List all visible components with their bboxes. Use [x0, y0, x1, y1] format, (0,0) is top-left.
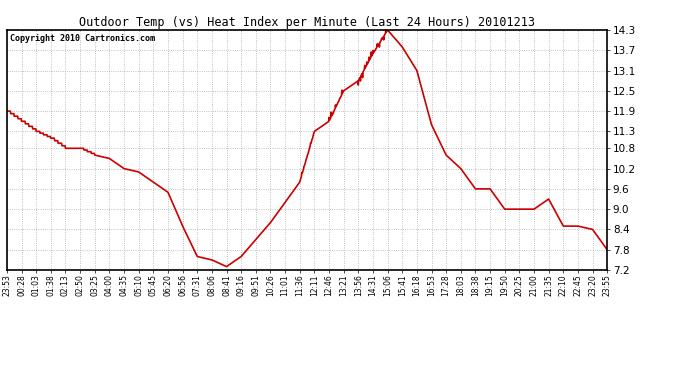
Text: Copyright 2010 Cartronics.com: Copyright 2010 Cartronics.com: [10, 34, 155, 43]
Title: Outdoor Temp (vs) Heat Index per Minute (Last 24 Hours) 20101213: Outdoor Temp (vs) Heat Index per Minute …: [79, 16, 535, 29]
